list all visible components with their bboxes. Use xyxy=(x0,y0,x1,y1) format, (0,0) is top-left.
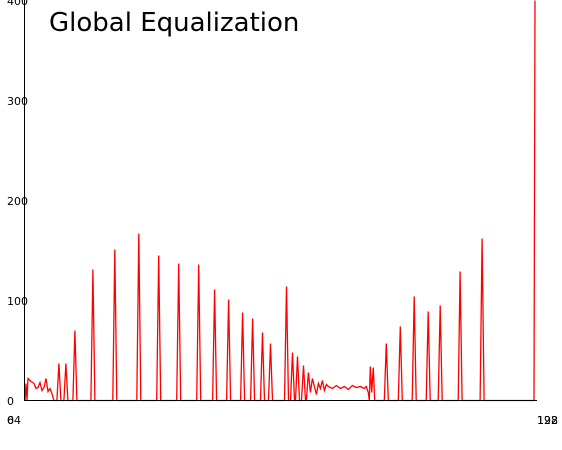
x-tick-label: 64 xyxy=(7,414,21,427)
y-tick-label: 300 xyxy=(7,95,28,108)
y-tick-label: 200 xyxy=(7,195,28,208)
x-tick-label: 192 xyxy=(537,414,558,427)
x-tick-label: 128 xyxy=(537,414,558,427)
x-tick-label: 0 xyxy=(7,414,14,427)
y-tick-label: 400 xyxy=(7,0,28,8)
chart-title: Global Equalization xyxy=(49,8,299,38)
y-tick-label: 100 xyxy=(7,295,28,308)
y-tick-label: 0 xyxy=(7,395,14,408)
series-layer xyxy=(24,0,536,402)
series-line-0 xyxy=(24,0,536,402)
y-ticks: 0 100 200 300 400 xyxy=(7,0,28,408)
